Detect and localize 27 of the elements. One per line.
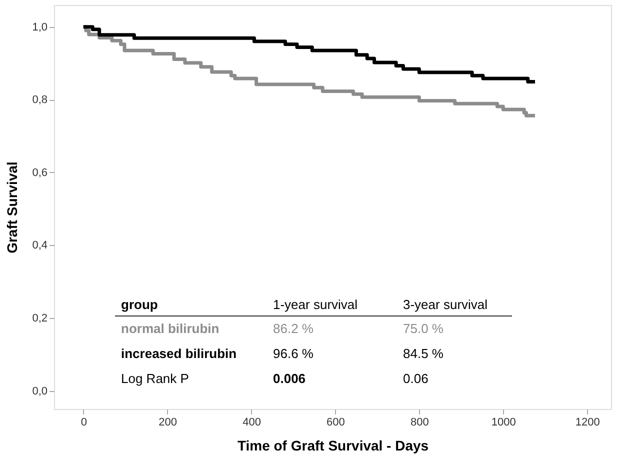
annotation: 86.2 % [273, 321, 314, 336]
y-tick-label: 1,0 [32, 21, 48, 34]
annotation: 3-year survival [403, 297, 488, 312]
annotation: group [121, 297, 158, 312]
y-tick-label: 0,2 [32, 312, 48, 325]
y-tick-label: 0,8 [32, 94, 48, 106]
text: increased bilirubin [121, 346, 237, 361]
y-tick-label: 0,0 [32, 385, 48, 398]
x-tick-label: 1000 [491, 416, 516, 428]
text: normal bilirubin [121, 321, 220, 336]
annotation: 84.5 % [403, 346, 444, 361]
annotation: 0.006 [273, 371, 306, 386]
x-axis-title: Time of Graft Survival - Days [237, 438, 429, 454]
x-tick-label: 200 [158, 416, 178, 428]
y-axis-title: Graft Survival [4, 162, 20, 254]
annotation: 75.0 % [403, 321, 444, 336]
x-tick-label: 400 [242, 416, 261, 428]
annotation: 1-year survival [273, 297, 358, 312]
y-tick-label: 0,6 [32, 166, 48, 179]
x-tick-label: 600 [326, 416, 345, 428]
annotation: Log Rank P [121, 371, 189, 386]
x-tick-label: 1200 [575, 416, 600, 428]
y-tick-label: 0,4 [32, 240, 48, 252]
x-tick-label: 0 [80, 416, 87, 428]
annotation: 96.6 % [273, 346, 314, 361]
annotation: 0.06 [403, 371, 428, 386]
x-tick-label: 800 [410, 416, 429, 428]
